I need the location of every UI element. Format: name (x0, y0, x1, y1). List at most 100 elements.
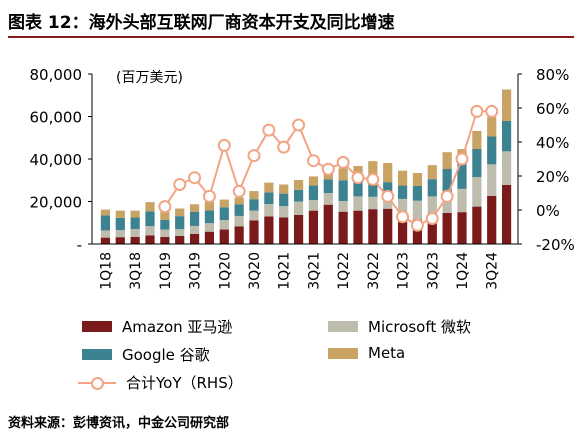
legend-label-google: Google 谷歌 (122, 346, 210, 364)
bar-segment-amazon (160, 236, 170, 244)
bar-segment-microsoft (427, 196, 437, 218)
y-tick-label: 20,000 (30, 194, 83, 212)
bar-segment-meta (189, 204, 200, 212)
bar-segment-microsoft (249, 210, 259, 221)
bar-segment-google (130, 217, 140, 230)
x-tick-label: 3Q23 (425, 252, 441, 290)
y-tick-label: - (77, 236, 82, 254)
yoy-line-layer (158, 104, 499, 232)
stacked-bar-chart: (百万美元) - 20,000 40,000 60,000 80,000 -20% 0% 2… (30, 66, 575, 290)
legend-item-microsoft: Microsoft 微软 (328, 316, 471, 337)
bar-segment-amazon (204, 231, 215, 244)
yoy-point (455, 152, 469, 166)
bar-segment-amazon (487, 195, 497, 244)
bar-segment-microsoft (219, 219, 229, 230)
bar-segment-microsoft (279, 206, 289, 218)
y2-tick-label: 40% (536, 134, 569, 152)
yoy-point (410, 218, 424, 232)
x-tick-label: 3Q18 (128, 252, 144, 290)
bar-segment-microsoft (145, 226, 155, 236)
bar-segment-google (427, 179, 437, 197)
bar-segment-microsoft (234, 215, 244, 227)
yoy-point (158, 200, 172, 214)
bar-segment-google (338, 180, 348, 202)
bar-segment-microsoft (130, 229, 140, 237)
yoy-point (381, 189, 395, 203)
x-tick-label: 3Q19 (188, 252, 204, 290)
bar-segment-amazon (293, 214, 304, 244)
bar-segment-amazon (189, 234, 200, 244)
bar-segment-meta (383, 163, 393, 183)
bar-segment-amazon (442, 212, 452, 244)
bar-segment-meta (249, 191, 259, 200)
bar-segment-amazon (145, 235, 155, 244)
yoy-point (292, 118, 306, 132)
yoy-point (277, 140, 291, 154)
bar-segment-google (442, 168, 452, 193)
bar-segment-google (353, 181, 363, 197)
bar-segment-meta (130, 210, 140, 218)
x-tick-label: 3Q22 (366, 252, 382, 290)
yoy-point (470, 104, 484, 118)
legend-item-amazon: Amazon 亚马逊 (82, 316, 232, 337)
bar-segment-meta (219, 199, 229, 208)
legend-swatch-google (82, 349, 112, 360)
bar-segment-amazon (279, 217, 289, 244)
bar-segment-google (501, 120, 512, 152)
bar-segment-amazon (383, 208, 393, 244)
bar-segment-amazon (338, 211, 348, 244)
legend-line-swatch-yoy (78, 376, 116, 390)
bar-segment-meta (293, 180, 304, 190)
bar-segment-meta (308, 176, 319, 186)
bar-segment-microsoft (204, 223, 215, 232)
bars-layer (100, 89, 512, 245)
bar-segment-meta (427, 165, 437, 180)
yoy-point (485, 104, 499, 118)
y-tick-label: 40,000 (30, 151, 83, 169)
x-tick-label: 3Q21 (306, 252, 322, 290)
bar-segment-google (204, 210, 215, 224)
bar-segment-google (249, 199, 259, 211)
bar-segment-amazon (353, 210, 363, 244)
y-axis-left: - 20,000 40,000 60,000 80,000 (30, 66, 93, 254)
yoy-point (425, 212, 439, 225)
bar-segment-amazon (130, 236, 140, 244)
bar-segment-microsoft (457, 188, 467, 213)
bar-segment-amazon (472, 206, 482, 244)
bar-segment-google (145, 211, 155, 227)
x-tick-label: 1Q20 (217, 252, 233, 290)
x-tick-label: 1Q24 (455, 252, 471, 290)
source-note: 资料来源：彭博资讯，中金公司研究部 (8, 416, 230, 431)
legend-item-yoy: 合计YoY（RHS） (78, 372, 243, 393)
bar-segment-meta (397, 170, 408, 186)
bar-segment-meta (100, 209, 111, 216)
bar-segment-microsoft (264, 204, 274, 217)
bar-segment-amazon (501, 184, 512, 244)
bar-segment-amazon (249, 220, 259, 244)
title-rule (8, 36, 574, 38)
bar-segment-google (160, 219, 170, 230)
x-axis: 1Q18 3Q18 1Q19 3Q19 1Q20 3Q20 1Q21 3Q21 1Q22 3Q22… (92, 243, 518, 290)
yoy-point (262, 123, 276, 137)
bar-segment-microsoft (115, 230, 125, 238)
bar-segment-meta (204, 201, 215, 211)
bar-segment-meta (487, 116, 497, 137)
legend-label-yoy: 合计YoY（RHS） (126, 374, 243, 392)
legend-label-amazon: Amazon 亚马逊 (122, 318, 233, 336)
bar-segment-microsoft (308, 200, 319, 211)
yoy-point (217, 138, 231, 152)
yoy-point (440, 189, 454, 203)
bar-segment-google (412, 185, 423, 201)
bar-segment-amazon (100, 237, 111, 245)
bar-segment-amazon (175, 235, 185, 244)
bar-segment-meta (115, 210, 125, 218)
yoy-point (396, 210, 410, 224)
yoy-point (336, 155, 350, 169)
x-tick-label: 1Q23 (396, 252, 412, 290)
bar-segment-meta (501, 89, 512, 121)
bar-segment-meta (175, 208, 185, 217)
bar-segment-amazon (219, 229, 229, 244)
bar-segment-google (175, 216, 185, 230)
legend-item-meta: Meta (328, 344, 405, 362)
y2-tick-label: 0% (536, 202, 560, 220)
